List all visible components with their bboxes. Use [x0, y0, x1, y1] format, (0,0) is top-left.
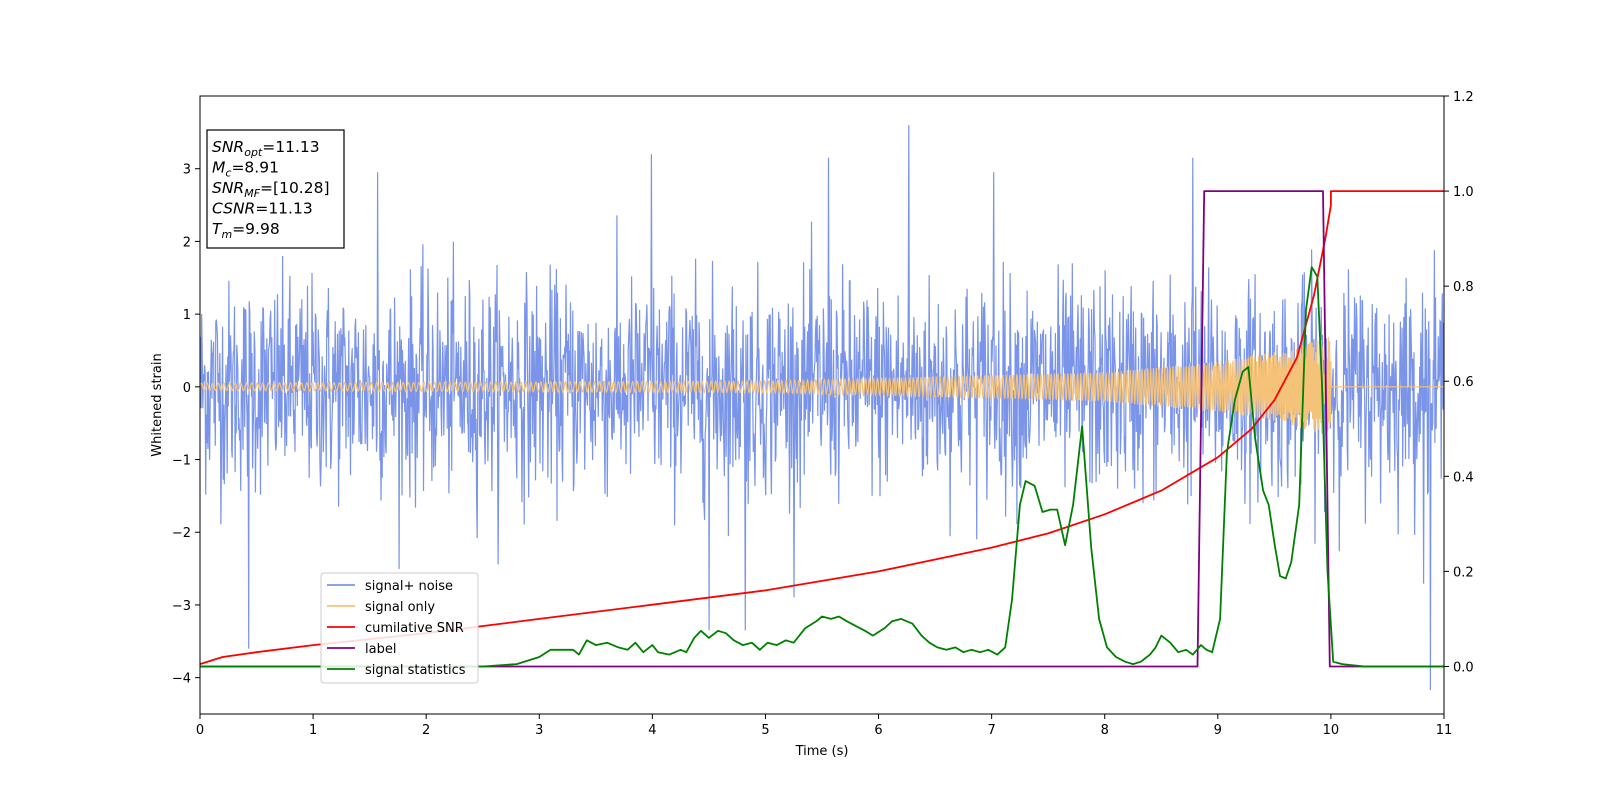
series-signal-only	[200, 336, 1444, 434]
annotation-line: SNRopt=11.13	[212, 138, 320, 159]
y-axis-left: −4 −3 −2 −1 0 1 2 3	[172, 163, 200, 687]
series-label	[200, 190, 1444, 668]
annotation-line: SNRMF=[10.28]	[212, 179, 330, 200]
annotation-line: CSNR=11.13	[212, 200, 313, 218]
x-axis: 0 1 2 3 4 5 6 7 8 9 10 11	[196, 714, 1452, 738]
x-tick-label: 1	[309, 723, 317, 738]
x-tick-label: 9	[1214, 723, 1222, 738]
y2-tick-label: 0.8	[1453, 280, 1474, 295]
legend-label: label	[365, 642, 396, 657]
y-tick-label: −2	[172, 526, 191, 541]
series-signal-statistics	[200, 266, 1444, 668]
x-tick-label: 5	[761, 723, 769, 738]
annotation-line: Tm=9.98	[212, 220, 280, 241]
x-tick-label: 7	[987, 723, 995, 738]
y-tick-label: 2	[183, 235, 191, 250]
y-tick-label: 3	[183, 163, 191, 178]
y-tick-label: 1	[183, 308, 191, 323]
legend-label: signal+ noise	[365, 579, 453, 594]
annotation-box: SNRopt=11.13Mc=8.91SNRMF=[10.28]CSNR=11.…	[206, 129, 345, 249]
y-tick-label: −4	[172, 672, 191, 687]
x-tick-label: 6	[874, 723, 882, 738]
x-tick-label: 0	[196, 723, 204, 738]
legend-frame	[320, 572, 479, 684]
y-tick-label: 0	[183, 381, 191, 396]
y2-tick-label: 0.4	[1453, 470, 1474, 485]
legend-label: signal statistics	[365, 663, 466, 678]
x-tick-label: 11	[1436, 723, 1453, 738]
legend-label: signal only	[365, 600, 435, 615]
x-tick-label: 2	[422, 723, 430, 738]
y2-tick-label: 0.2	[1453, 565, 1474, 580]
x-tick-label: 10	[1323, 723, 1340, 738]
x-tick-label: 8	[1101, 723, 1109, 738]
x-axis-label: Time (s)	[795, 744, 849, 759]
y2-tick-label: 0.0	[1453, 660, 1474, 675]
legend-label: cumilative SNR	[365, 621, 464, 636]
y-axis-label: Whitened strain	[150, 353, 165, 456]
y-axis-right: 0.0 0.2 0.4 0.6 0.8 1.0 1.2	[1444, 90, 1474, 675]
plot-frame	[199, 95, 1445, 715]
y2-tick-label: 1.2	[1453, 90, 1474, 105]
y-tick-label: −1	[172, 454, 191, 469]
x-tick-label: 4	[648, 723, 656, 738]
y-tick-label: −3	[172, 599, 191, 614]
annotation-line: Mc=8.91	[212, 159, 279, 180]
x-tick-label: 3	[535, 723, 543, 738]
legend: signal+ noise signal only cumilative SNR la…	[320, 572, 479, 684]
y2-tick-label: 0.6	[1453, 375, 1474, 390]
y2-tick-label: 1.0	[1453, 185, 1474, 200]
annotation-frame	[206, 129, 345, 249]
